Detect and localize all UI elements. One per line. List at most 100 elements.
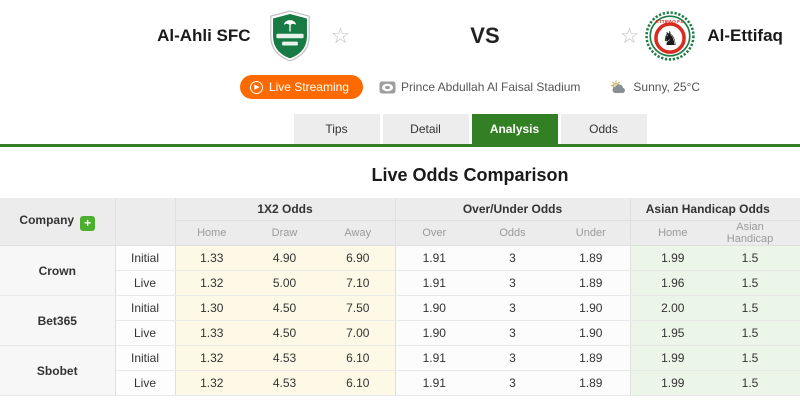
odds-value: 1.5 bbox=[715, 270, 786, 296]
odds-value: 1.32 bbox=[175, 345, 248, 371]
odds-value: 1.5 bbox=[715, 370, 786, 396]
odds-value: 4.90 bbox=[248, 245, 321, 271]
tab-analysis[interactable]: Analysis bbox=[471, 114, 558, 144]
table-sub-header-row: Home Draw Away Over Odds Under Home Asia… bbox=[0, 220, 800, 246]
match-info-row: ▶ Live Streaming Prince Abdullah Al Fais… bbox=[0, 72, 800, 102]
group-1x2-odds: 1X2 Odds bbox=[175, 198, 396, 221]
odds-value: 1.99 bbox=[630, 345, 716, 371]
row-type-label: Live bbox=[115, 270, 176, 296]
row-type-label: Initial bbox=[115, 245, 176, 271]
odds-value: 1.89 bbox=[552, 370, 631, 396]
col-ou-under: Under bbox=[552, 220, 631, 246]
odds-value: 1.89 bbox=[552, 345, 631, 371]
horse-glyph: ♞ bbox=[662, 28, 679, 49]
table-group-header-row: Company + 1X2 Odds Over/Under Odds Asian … bbox=[0, 198, 800, 246]
away-logo-text: ETTIFAQ F.C bbox=[656, 19, 685, 25]
row-type-label: Live bbox=[115, 370, 176, 396]
odds-value: 1.91 bbox=[395, 245, 474, 271]
vs-label: VS bbox=[470, 23, 500, 48]
table-row: Live 1.32 5.00 7.10 1.91 3 1.89 1.96 1.5 bbox=[0, 270, 800, 296]
table-row: Bet365 Initial 1.30 4.50 7.50 1.90 3 1.9… bbox=[0, 295, 800, 346]
odds-filler-cell bbox=[785, 270, 800, 296]
odds-value: 1.99 bbox=[630, 245, 716, 271]
odds-value: 3 bbox=[473, 345, 553, 371]
table-row: Live 1.32 4.53 6.10 1.91 3 1.89 1.99 1.5 bbox=[0, 370, 800, 396]
odds-value: 1.89 bbox=[552, 245, 631, 271]
live-streaming-label: Live Streaming bbox=[268, 80, 349, 94]
company-header-cell: Company + bbox=[0, 198, 116, 246]
row-type-header-cell bbox=[115, 198, 176, 246]
odds-value: 2.00 bbox=[630, 295, 716, 321]
weather-label: Sunny, 25°C bbox=[633, 80, 701, 94]
odds-value: 6.90 bbox=[321, 245, 396, 271]
tab-odds[interactable]: Odds bbox=[560, 114, 647, 144]
odds-value: 1.90 bbox=[395, 320, 474, 346]
odds-value: 1.95 bbox=[630, 320, 716, 346]
odds-value: 1.91 bbox=[395, 370, 474, 396]
row-type-label: Initial bbox=[115, 295, 176, 321]
tab-detail[interactable]: Detail bbox=[382, 114, 469, 144]
table-row: Sbobet Initial 1.32 4.53 6.10 1.91 3 1.8… bbox=[0, 345, 800, 396]
odds-filler-cell bbox=[785, 345, 800, 371]
odds-value: 1.5 bbox=[715, 345, 786, 371]
weather-sunny-icon bbox=[611, 80, 626, 93]
company-header-label: Company bbox=[19, 212, 75, 227]
odds-table: Company + 1X2 Odds Over/Under Odds Asian … bbox=[0, 198, 800, 396]
odds-value: 3 bbox=[473, 245, 553, 271]
odds-value: 1.91 bbox=[395, 345, 474, 371]
odds-value: 1.90 bbox=[552, 295, 631, 321]
add-company-button[interactable]: + bbox=[80, 215, 96, 231]
odds-value: 1.89 bbox=[552, 270, 631, 296]
odds-value: 5.00 bbox=[248, 270, 321, 296]
odds-value: 1.33 bbox=[175, 245, 248, 271]
col-ah-home: Home bbox=[630, 220, 716, 246]
tab-divider bbox=[0, 144, 800, 147]
odds-value: 3 bbox=[473, 295, 553, 321]
odds-value: 1.5 bbox=[715, 295, 786, 321]
col-1x2-away: Away bbox=[321, 220, 396, 246]
odds-filler-cell bbox=[785, 370, 800, 396]
group-hidden-filler bbox=[785, 198, 800, 221]
col-1x2-draw: Draw bbox=[248, 220, 321, 246]
col-ah-handicap: Asian Handicap bbox=[715, 220, 786, 246]
venue-info: Prince Abdullah Al Faisal Stadium bbox=[379, 80, 580, 94]
tab-bar: Tips Detail Analysis Odds bbox=[0, 114, 800, 144]
tab-tips[interactable]: Tips bbox=[293, 114, 380, 144]
odds-value: 6.10 bbox=[321, 370, 396, 396]
col-hidden-filler bbox=[785, 220, 800, 246]
match-header: Al-Ahli SFC ☆ VS ☆ ETTIFAQ F.C bbox=[0, 0, 800, 72]
row-type-label: Live bbox=[115, 320, 176, 346]
home-team-name: Al-Ahli SFC bbox=[157, 26, 251, 45]
odds-value: 4.53 bbox=[248, 370, 321, 396]
odds-value: 3 bbox=[473, 320, 553, 346]
page-title: Live Odds Comparison bbox=[371, 165, 569, 185]
odds-value: 1.32 bbox=[175, 370, 248, 396]
group-asian-handicap-odds: Asian Handicap Odds bbox=[630, 198, 786, 221]
odds-value: 1.99 bbox=[630, 370, 716, 396]
company-name: Sbobet bbox=[0, 345, 116, 396]
col-ou-over: Over bbox=[395, 220, 474, 246]
play-icon: ▶ bbox=[249, 80, 263, 94]
table-row: Crown Initial 1.33 4.90 6.90 1.91 3 1.89… bbox=[0, 245, 800, 296]
odds-value: 1.5 bbox=[715, 245, 786, 271]
odds-value: 1.33 bbox=[175, 320, 248, 346]
odds-value: 1.32 bbox=[175, 270, 248, 296]
company-name: Bet365 bbox=[0, 295, 116, 346]
col-ou-odds: Odds bbox=[473, 220, 553, 246]
odds-value: 4.50 bbox=[248, 295, 321, 321]
odds-filler-cell bbox=[785, 245, 800, 271]
col-1x2-home: Home bbox=[175, 220, 248, 246]
group-over-under-odds: Over/Under Odds bbox=[395, 198, 631, 221]
away-favorite-star-icon[interactable]: ☆ bbox=[619, 23, 640, 48]
table-row: Live 1.33 4.50 7.00 1.90 3 1.90 1.95 1.5 bbox=[0, 320, 800, 346]
home-favorite-star-icon[interactable]: ☆ bbox=[330, 23, 351, 48]
live-streaming-button[interactable]: ▶ Live Streaming bbox=[239, 75, 363, 99]
home-team-logo-icon bbox=[265, 10, 315, 62]
odds-value: 7.00 bbox=[321, 320, 396, 346]
odds-value: 1.90 bbox=[395, 295, 474, 321]
weather-info: Sunny, 25°C bbox=[610, 80, 700, 94]
odds-value: 3 bbox=[473, 370, 553, 396]
stadium-icon bbox=[379, 81, 396, 93]
odds-value: 6.10 bbox=[321, 345, 396, 371]
odds-value: 1.91 bbox=[395, 270, 474, 296]
